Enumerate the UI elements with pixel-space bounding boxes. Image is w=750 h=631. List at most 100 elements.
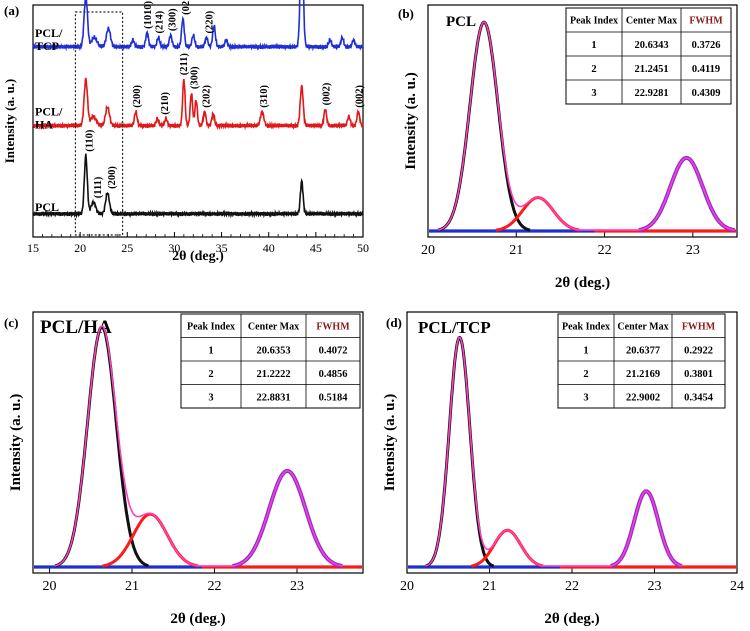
miller-index: (111) — [93, 176, 104, 198]
panel-d-xtick-label: 23 — [648, 579, 662, 594]
miller-index: (210) — [160, 91, 171, 114]
table-cell: 21.2169 — [626, 369, 660, 380]
table-header: Peak Index — [187, 321, 235, 332]
miller-index: (310) — [259, 84, 270, 107]
series-name-text: PCL/TCP — [35, 26, 63, 53]
xrd-line-2 — [32, 77, 364, 131]
miller-index: (200) — [107, 166, 118, 189]
table-cell: 2 — [591, 64, 596, 75]
table-cell: 1 — [591, 40, 596, 51]
panel-a-xtick-label: 25 — [121, 241, 133, 255]
panel-a-xtick-label: 45 — [310, 241, 322, 255]
table-cell: 2 — [208, 369, 213, 380]
fit-component-3 — [637, 155, 736, 233]
panel-a-xtick-label: 50 — [357, 241, 369, 255]
table-cell: 20.6343 — [634, 40, 668, 51]
panel-c-xlabel: 2θ (deg.) — [170, 611, 225, 627]
miller-index: (200) — [132, 84, 143, 107]
miller-index: (002) — [354, 84, 365, 107]
panel-b-title: PCL — [446, 14, 476, 30]
table-cell: 1 — [208, 345, 213, 356]
panel-d-table: Peak Index 1 2 3 Center Max 20.6377 21.2169 22.… — [557, 313, 726, 409]
panel-b-xtick-label: 21 — [509, 243, 523, 258]
panel-d-xtick-label: 21 — [483, 579, 497, 594]
table-cell: 1 — [583, 345, 588, 356]
table-cell: 0.2922 — [684, 345, 713, 356]
miller-index: (220) — [204, 10, 215, 33]
panel-a-xtick-label: 40 — [263, 241, 275, 255]
panel-c-table: Peak Index 1 2 3 Center Max 20.6353 21.2222 22.… — [180, 313, 361, 409]
table-cell: 0.4119 — [692, 64, 720, 75]
table-header: Peak Index — [570, 16, 618, 27]
panel-b-xtick-label: 20 — [421, 243, 435, 258]
miller-index: (211) — [179, 53, 190, 76]
panel-b-xtick-label: 23 — [686, 243, 700, 258]
table-cell: 3 — [583, 392, 588, 403]
panel-b-ylabel: Intensity (a. u.) — [403, 72, 419, 170]
panel-c-xtick-label: 22 — [208, 579, 222, 594]
series-name-1: PCL/TCP — [35, 26, 63, 53]
table-header: FWHM — [682, 321, 716, 332]
panel-b-panel-label: (b) — [398, 6, 414, 21]
table-header: FWHM — [689, 16, 723, 27]
panel-b-frame — [427, 4, 738, 238]
panel-b-table: Peak Index 1 2 3 Center Max 20.6343 21.2451 22.… — [565, 7, 732, 105]
fit-component-1 — [425, 335, 495, 568]
panel-a-frame — [32, 4, 364, 238]
table-cell: 2 — [583, 369, 588, 380]
table-header: Center Max — [248, 321, 299, 332]
fit-component-1 — [437, 20, 531, 232]
panel-a-ylabel: Intensity (a. u.) — [2, 79, 17, 164]
miller-index: (214) — [154, 10, 165, 33]
panel-a-xtick-label: 20 — [74, 241, 86, 255]
panel-c-xtick-label: 20 — [43, 579, 57, 594]
miller-index: (300) — [168, 8, 179, 31]
fit-component-3 — [231, 469, 344, 568]
table-cell: 0.4072 — [319, 345, 348, 356]
table-cell: 20.6353 — [256, 345, 290, 356]
fit-envelope — [437, 21, 735, 231]
table-cell: 0.3726 — [692, 40, 721, 51]
series-name-2: PCL/HA — [35, 105, 63, 132]
panel-a-xtick-label: 35 — [216, 241, 228, 255]
panel-a-xtick-label: 15 — [27, 241, 39, 255]
miller-index: (1010) — [143, 0, 154, 28]
table-cell: 20.6377 — [626, 345, 660, 356]
table-cell: 22.9281 — [634, 88, 668, 99]
xrd-line-1 — [32, 0, 364, 52]
table-cell: 21.2222 — [256, 369, 290, 380]
series-name-text: PCL/HA — [35, 105, 63, 132]
table-cell: 0.3801 — [684, 369, 713, 380]
panel-a-xtick-label: 30 — [168, 241, 180, 255]
table-cell: 3 — [591, 88, 596, 99]
table-cell: 0.4856 — [319, 369, 348, 380]
table-cell: 22.9002 — [626, 392, 660, 403]
table-cell: 3 — [208, 392, 213, 403]
panel-d-xtick-label: 22 — [565, 579, 579, 594]
highlight-box — [74, 11, 124, 236]
panel-c-panel-label: (c) — [4, 315, 18, 330]
panel-a-xlabel: 2θ (deg.) — [172, 249, 224, 264]
table-cell: 0.5184 — [319, 392, 349, 403]
panel-d-xtick-label: 20 — [400, 579, 414, 594]
panel-a: (a) 15 20 25 30 35 40 45 50 2θ (deg.) Intensity (a… — [2, 0, 369, 264]
panel-c-xtick-label: 23 — [290, 579, 304, 594]
table-cell: 21.2451 — [634, 64, 668, 75]
xrd-line-3 — [32, 153, 364, 219]
panel-c-ylabel: Intensity (a. u.) — [8, 394, 24, 492]
miller-index: (202) — [202, 84, 213, 107]
panel-d-ylabel: Intensity (a. u.) — [382, 394, 398, 492]
fit-envelope — [425, 336, 682, 567]
table-cell: 0.4309 — [692, 88, 721, 99]
panel-c-title: PCL/HA — [40, 317, 112, 338]
fit-component-3 — [609, 489, 683, 568]
panel-b-xlabel: 2θ (deg.) — [555, 275, 610, 291]
series-name-text: PCL — [35, 200, 59, 214]
panel-a-panel-label: (a) — [4, 3, 19, 18]
panel-d-panel-label: (d) — [386, 315, 402, 330]
panel-c-xtick-label: 21 — [125, 579, 139, 594]
panel-d-xlabel: 2θ (deg.) — [544, 611, 599, 627]
